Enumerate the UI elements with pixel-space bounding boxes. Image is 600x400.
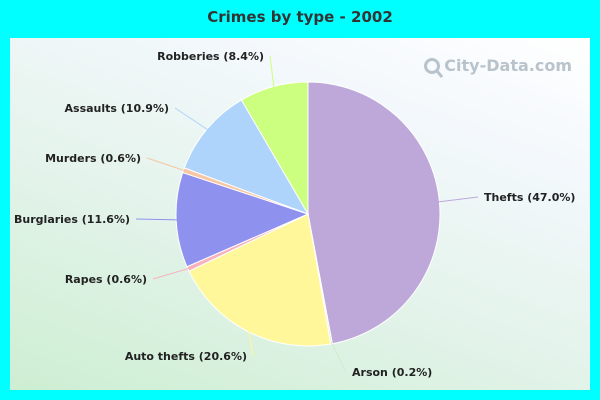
slice-label: Arson (0.2%): [352, 366, 432, 379]
slice-label: Burglaries (11.6%): [14, 213, 130, 226]
leader-line: [174, 107, 209, 131]
slice-label: Assaults (10.9%): [65, 102, 169, 115]
leader-line: [330, 341, 347, 373]
leader-line: [269, 55, 275, 89]
leader-line: [146, 157, 186, 172]
leader-line: [152, 267, 190, 280]
slice-label: Murders (0.6%): [45, 152, 141, 165]
leader-line: [437, 196, 479, 203]
watermark: City-Data.com: [424, 56, 572, 75]
pie-slice: [307, 81, 441, 345]
watermark-text: City-Data.com: [444, 56, 572, 75]
magnifier-icon: [424, 57, 441, 74]
chart-title: Crimes by type - 2002: [207, 8, 393, 26]
slice-label: Thefts (47.0%): [484, 191, 575, 204]
pie-slice: [188, 213, 332, 347]
slice-label: Robberies (8.4%): [157, 50, 264, 63]
leader-line: [135, 218, 179, 221]
leader-line: [248, 329, 254, 357]
slice-label: Rapes (0.6%): [65, 273, 147, 286]
slice-label: Auto thefts (20.6%): [125, 350, 247, 363]
